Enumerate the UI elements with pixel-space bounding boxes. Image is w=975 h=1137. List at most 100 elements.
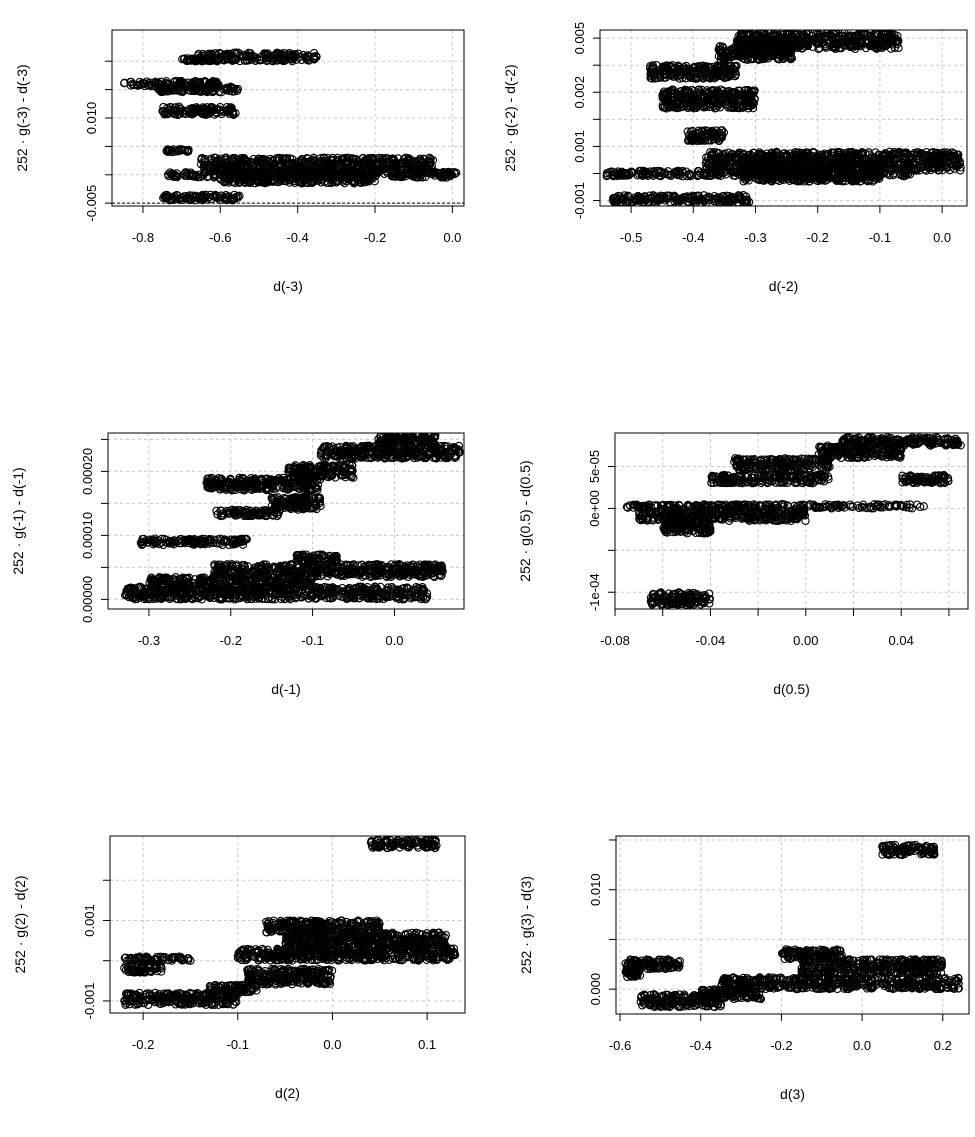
data-point [246,49,255,58]
data-point [278,155,287,164]
data-point [742,195,751,205]
data-point [163,103,172,113]
data-point [668,85,678,94]
data-point [170,103,180,112]
data-point [700,170,709,180]
data-point [283,170,293,179]
data-point [696,134,705,144]
data-point [740,49,749,58]
y-tick-label: -0.005 [84,185,99,222]
point-cluster-8 [739,161,884,186]
data-point [426,155,435,164]
data-point [172,172,181,181]
data-point [889,149,898,158]
data-point [705,63,714,72]
point-cluster-4 [658,85,759,113]
data-point [742,34,751,44]
data-point [377,154,387,163]
data-point [236,176,245,185]
data-point [690,133,700,143]
data-point [835,153,844,163]
data-point [815,43,825,53]
data-point [321,159,331,169]
data-point [129,80,139,89]
data-point [352,168,362,177]
data-point [728,64,738,73]
data-point [636,196,645,206]
data-point [687,171,696,180]
data-point [930,153,939,163]
data-point [695,169,705,178]
data-point [673,65,682,75]
data-point [735,103,745,112]
x-axis-title: d(-3) [273,278,303,294]
data-point [168,147,178,157]
data-point [825,164,834,173]
data-point [705,157,715,167]
data-point [201,85,210,94]
data-point [736,90,746,99]
data-point [678,166,687,176]
data-point [790,30,800,38]
data-point [289,53,298,62]
data-point [192,82,201,92]
data-point [765,175,774,184]
data-point [200,56,209,65]
data-point [887,34,896,43]
data-point [178,83,187,92]
data-point [435,169,444,178]
data-point [250,56,260,65]
data-point [193,105,202,115]
data-point [788,174,797,184]
data-point [823,175,832,184]
data-point [750,163,759,173]
x-tick-label: -0.5 [620,230,642,245]
data-point [662,61,671,70]
data-point [216,170,225,180]
data-point [843,39,852,48]
data-point [230,156,239,166]
data-point [878,34,887,44]
data-point [638,170,647,179]
data-point [712,131,721,140]
data-point [706,91,716,100]
point-cluster-10 [159,190,244,205]
data-point [868,161,877,170]
data-point [199,110,208,119]
data-point [725,72,735,81]
data-point [684,135,694,145]
data-point [694,64,704,74]
data-point [687,73,696,82]
data-point [703,102,712,111]
x-tick-label: -0.6 [209,230,231,245]
data-point [259,155,268,164]
x-tick-label: -0.8 [132,230,154,245]
data-point [684,102,693,111]
data-point [791,34,800,44]
data-point [844,156,853,165]
data-point [931,164,940,173]
data-point [825,153,835,163]
data-point [366,175,375,184]
data-point [230,190,239,200]
data-point [789,176,798,185]
data-point [211,153,220,163]
data-point [927,163,937,173]
data-point [387,172,397,181]
data-point [802,151,811,160]
data-point [170,170,180,180]
data-point [808,148,818,157]
data-point [723,87,732,97]
data-point [165,168,175,177]
data-point [405,155,414,164]
data-point [726,103,735,112]
data-point [204,84,213,94]
data-point [608,196,618,205]
data-point [161,192,170,202]
x-tick-label: -0.1 [869,230,891,245]
data-point [841,163,850,173]
data-point [652,61,661,70]
data-point [323,172,332,182]
data-point [374,167,384,177]
data-point [444,169,453,178]
